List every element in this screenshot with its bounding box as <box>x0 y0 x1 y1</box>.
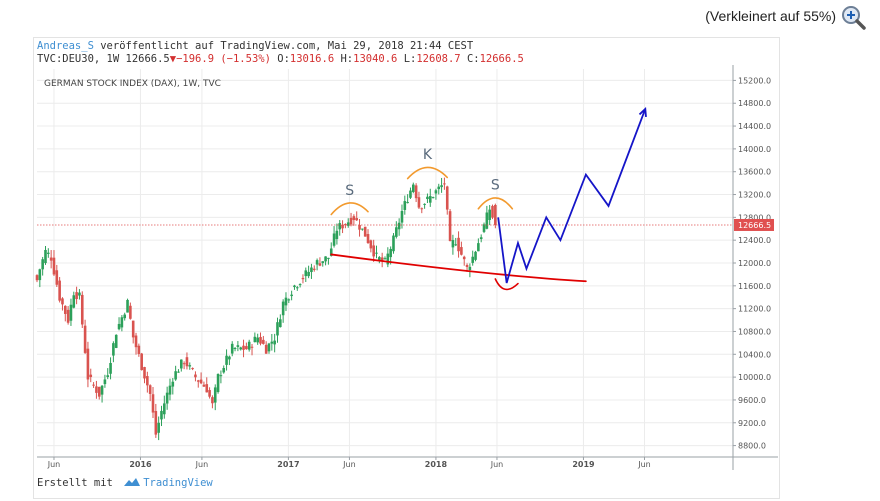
close-value: 12666.5 <box>479 53 524 65</box>
close-label: C: <box>460 53 480 65</box>
symbol-text: TVC:DEU30, 1W 12666.5 <box>37 53 170 65</box>
zoom-level-label: (Verkleinert auf 55%) <box>705 8 836 24</box>
ohlc-info: TVC:DEU30, 1W 12666.5▼−196.9 (−1.53%) O:… <box>37 53 524 65</box>
zoom-in-icon[interactable] <box>840 4 866 30</box>
footer: Erstellt mit TradingView <box>37 477 213 489</box>
low-label: L: <box>397 53 417 65</box>
high-label: H: <box>334 53 354 65</box>
tradingview-logo-icon <box>124 478 141 486</box>
publish-text: veröffentlicht auf TradingView.com, Mai … <box>93 40 474 52</box>
created-with-text: Erstellt mit <box>37 477 113 489</box>
publish-info: Andreas_S veröffentlicht auf TradingView… <box>37 40 473 52</box>
tradingview-link[interactable]: TradingView <box>143 477 213 489</box>
author-link[interactable]: Andreas_S <box>37 40 94 52</box>
low-value: 12608.7 <box>416 53 461 65</box>
chart-frame <box>33 37 780 499</box>
open-label: O: <box>270 53 290 65</box>
change-text: ▼−196.9 (−1.53%) <box>169 53 271 65</box>
high-value: 13040.6 <box>353 53 398 65</box>
open-value: 13016.6 <box>289 53 335 65</box>
